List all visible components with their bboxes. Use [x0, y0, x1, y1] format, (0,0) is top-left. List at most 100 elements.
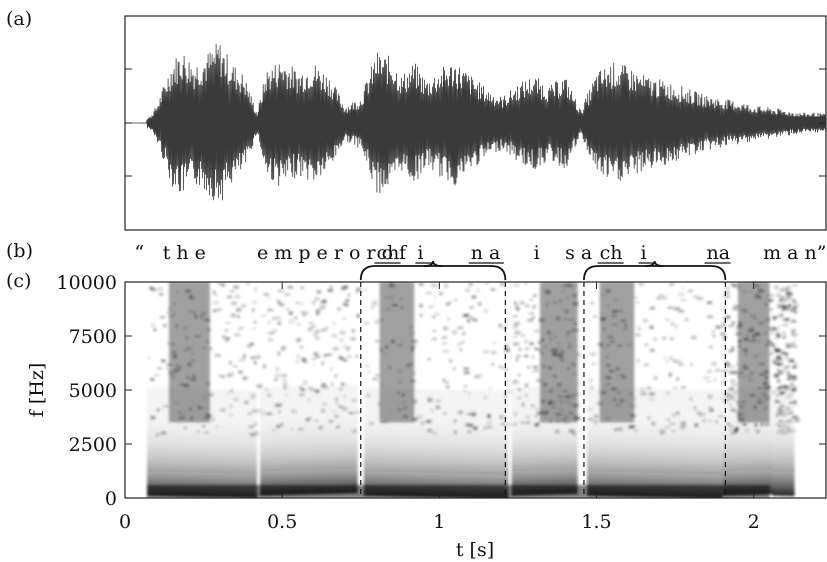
brace-tip [645, 260, 664, 267]
speckle [242, 376, 248, 380]
speckle [590, 385, 593, 389]
harmonic-band [363, 462, 509, 470]
speckle [302, 311, 309, 315]
speckle [703, 376, 710, 380]
harmonic-band [587, 457, 723, 465]
harmonic-band [147, 441, 258, 448]
speckle [792, 333, 798, 337]
speckle [483, 395, 488, 399]
speckle [773, 362, 779, 365]
speckle [773, 374, 779, 378]
speckle [532, 305, 536, 309]
speckle [536, 411, 540, 416]
harmonic-band [260, 403, 358, 410]
speckle [238, 370, 243, 374]
speckle [633, 396, 636, 400]
speckle [250, 393, 256, 398]
speckle [321, 383, 327, 387]
speckle [331, 334, 337, 338]
speckle [256, 384, 262, 388]
speckle [791, 332, 794, 336]
speckle [411, 339, 418, 344]
speckle [782, 318, 786, 321]
speckle [680, 426, 685, 430]
harmonic-band [260, 395, 358, 402]
speckle [726, 422, 730, 425]
speckle [355, 287, 362, 292]
speckle [782, 324, 789, 326]
speckle [653, 376, 658, 380]
speckle [268, 332, 275, 334]
speckle [342, 345, 348, 349]
speckle [696, 297, 703, 300]
speckle [776, 356, 780, 360]
speckle [498, 324, 502, 328]
speckle [650, 349, 655, 352]
speckle [517, 397, 522, 399]
speckle [733, 429, 738, 432]
speckle [794, 362, 798, 366]
fricative-burst [379, 282, 415, 423]
speckle [230, 290, 235, 293]
speckle [483, 426, 487, 430]
speckle [343, 395, 347, 398]
speckle [244, 401, 249, 404]
speckle [296, 323, 301, 326]
harmonic-band [260, 398, 358, 404]
speckle [441, 291, 444, 295]
speckle [451, 330, 458, 334]
harmonic-band [511, 444, 578, 450]
speckle [435, 399, 441, 402]
harmonic-band [260, 430, 358, 437]
speckle [338, 355, 342, 359]
speckle [754, 423, 757, 427]
transcript-token: m a n” [763, 242, 826, 264]
speckle [791, 366, 797, 369]
speckle [729, 350, 733, 354]
speckle [721, 323, 725, 327]
harmonic-band [511, 463, 578, 469]
speckle [149, 286, 154, 290]
speckle [350, 337, 356, 341]
speckle [336, 426, 339, 429]
transcript-token: na [707, 242, 731, 264]
speckle [469, 306, 474, 309]
speckle [454, 430, 457, 434]
speckle [638, 282, 644, 286]
speckle [772, 316, 777, 320]
transcript-token: n a [471, 242, 501, 264]
speckle [228, 372, 234, 376]
speckle [499, 415, 504, 419]
y-tick-label: 2500 [69, 434, 117, 456]
speckle [484, 309, 488, 313]
speckle [577, 382, 581, 385]
speckle [515, 304, 518, 307]
harmonic-band [511, 466, 578, 472]
speckle [321, 408, 326, 413]
speckle [261, 314, 267, 317]
speckle [628, 425, 634, 429]
harmonic-band [511, 436, 578, 442]
speckle [649, 307, 653, 310]
speckle [458, 410, 463, 414]
speckle [262, 364, 266, 368]
speckle [412, 399, 417, 404]
speckle [155, 433, 160, 437]
speckle [160, 431, 167, 435]
speckle [301, 357, 306, 362]
speckle [785, 426, 790, 429]
harmonic-band [260, 425, 358, 431]
speckle [724, 361, 730, 365]
harmonic-band [260, 427, 358, 434]
y-tick-label: 5000 [69, 380, 117, 402]
speckle [254, 423, 258, 426]
speckle [309, 416, 312, 420]
harmonic-band [772, 443, 795, 448]
speckle [315, 311, 320, 315]
harmonic-band [260, 392, 358, 399]
speckle [779, 296, 786, 300]
speckle [233, 313, 237, 316]
speckle [159, 292, 164, 296]
speckle [637, 328, 642, 331]
speckle [779, 391, 783, 395]
